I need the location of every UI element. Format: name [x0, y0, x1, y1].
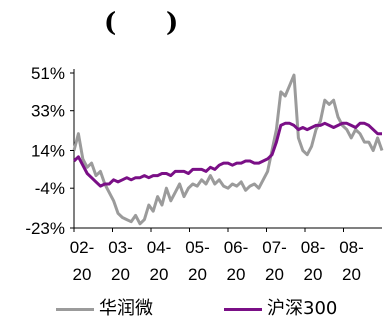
x-tick: 03-20	[108, 238, 133, 284]
x-tick: 06-20	[224, 238, 249, 284]
x-tick-label-month: 02-	[70, 238, 95, 257]
y-tick-label: -4%	[35, 179, 65, 198]
legend-swatch-huarunwei	[56, 308, 94, 311]
x-tick-label-year: 20	[304, 265, 323, 284]
x-tick: 08-20	[339, 238, 364, 284]
y-tick-label: 14%	[31, 142, 65, 161]
chart-title-placeholder: ( )	[0, 6, 387, 40]
x-tick-label-month: 04-	[147, 238, 172, 257]
x-tick: 05-20	[185, 238, 210, 284]
x-tick: 08-20	[301, 238, 326, 284]
x-tick-label-year: 20	[188, 265, 207, 284]
x-tick-label-month: 06-	[224, 238, 249, 257]
x-tick-label-year: 20	[227, 265, 246, 284]
x-tick-label-year: 20	[150, 265, 169, 284]
y-tick-label: 33%	[31, 102, 65, 121]
x-tick-label-year: 20	[111, 265, 130, 284]
legend-label-huarunwei: 华润微	[99, 298, 153, 319]
x-tick-label-month: 07-	[262, 238, 287, 257]
title-close-paren: )	[166, 8, 179, 38]
x-tick-label-year: 20	[265, 265, 284, 284]
chart-series	[72, 73, 384, 226]
legend-swatch-csi300	[224, 308, 262, 311]
x-tick-label-year: 20	[73, 265, 92, 284]
y-axis-tick-labels: 51% 33% 14% -4% -23%	[25, 64, 74, 238]
x-tick-label-month: 08-	[301, 238, 326, 257]
legend-label-csi300: 沪深300	[267, 298, 338, 319]
title-open-paren: (	[104, 8, 117, 38]
series-line-huarunwei	[72, 73, 384, 226]
x-tick-label-year: 20	[342, 265, 361, 284]
x-tick: 07-20	[262, 238, 287, 284]
chart-axes	[73, 69, 382, 232]
x-tick-label-month: 05-	[185, 238, 210, 257]
series-line-csi300	[72, 121, 382, 188]
x-tick-label-month: 08-	[339, 238, 364, 257]
x-tick-label-month: 03-	[108, 238, 133, 257]
x-tick: 04-20	[147, 238, 172, 284]
y-tick-label: 51%	[31, 64, 65, 83]
x-tick: 02-20	[70, 238, 95, 284]
y-tick-label: -23%	[25, 219, 65, 238]
